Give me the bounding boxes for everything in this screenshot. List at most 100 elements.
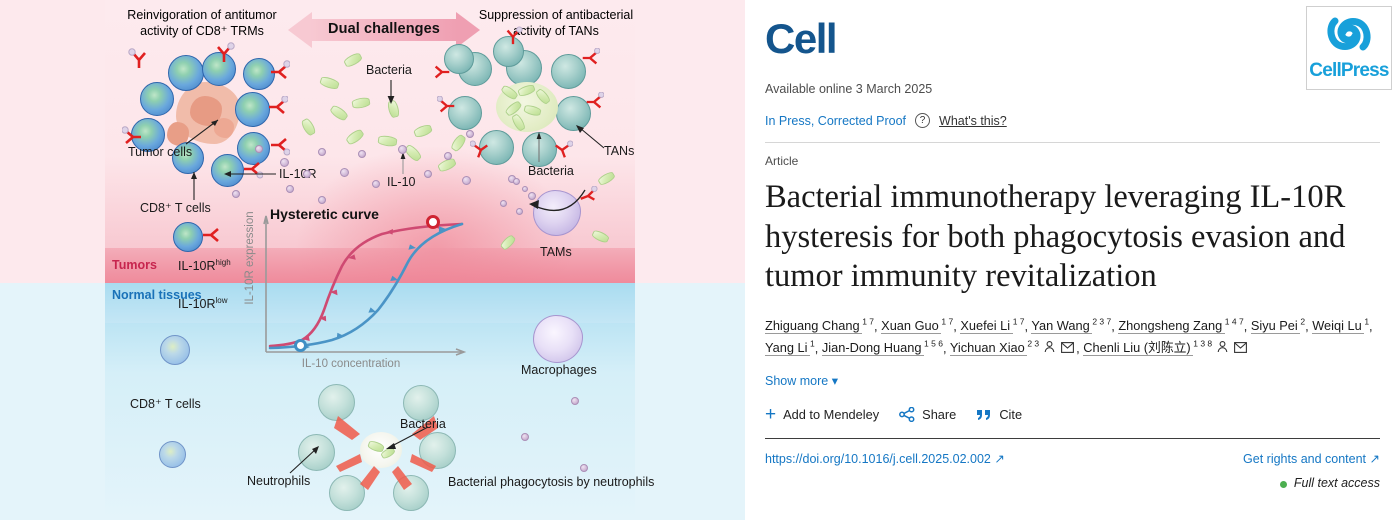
cite-label: Cite [999, 407, 1023, 423]
hysteretic-curve-chart: Hysteretic curve IL-10R expression IL-10… [236, 200, 480, 378]
show-more-label: Show more [765, 374, 829, 389]
tan-cell [444, 44, 474, 74]
author-name[interactable]: Xuan Guo [881, 318, 942, 335]
il10-molecule [462, 176, 471, 185]
author-name[interactable]: Zhongsheng Zang [1118, 318, 1225, 335]
author-entry[interactable]: Yichuan Xiao 2 3 [949, 339, 1076, 357]
normal-tissues-text: Normal tissues [112, 288, 202, 302]
doi-link[interactable]: https://doi.org/10.1016/j.cell.2025.02.0… [765, 451, 1005, 466]
il10-molecule [232, 190, 240, 198]
il10-molecule [286, 185, 294, 193]
il10-molecule [528, 192, 536, 200]
il10r-receptor-icon [506, 26, 523, 45]
bacteria-leader [387, 80, 395, 104]
help-icon[interactable]: ? [915, 113, 931, 128]
phagocytosis-caption: Bacterial phagocytosis by neutrophils [448, 475, 655, 489]
author-name[interactable]: Chenli Liu (刘陈立) [1083, 340, 1194, 357]
author-name[interactable]: Jian-Dong Huang [821, 340, 925, 357]
author-name[interactable]: Xuefei Li [960, 318, 1013, 335]
heading-right: Suppression of antibacterial activity of… [478, 8, 634, 38]
author-email-icon[interactable] [1234, 340, 1248, 355]
cite-button[interactable]: Cite [976, 407, 1022, 422]
author-separator: , [1076, 340, 1084, 356]
cd8-t-cell [202, 52, 236, 86]
il10r-receptor-icon [555, 140, 573, 158]
proof-status-row: In Press, Corrected Proof ? What's this? [765, 113, 1400, 128]
author-profile-icon[interactable] [1044, 340, 1055, 355]
cd8-t-cell [131, 118, 165, 152]
tan-cell [493, 36, 524, 67]
author-name[interactable]: Yichuan Xiao [949, 340, 1028, 357]
author-entry[interactable]: Chenli Liu (刘陈立) 1 3 8 [1083, 339, 1249, 357]
graphical-abstract: Reinvigoration of antitumor activity of … [0, 0, 745, 520]
il10-molecule [513, 178, 520, 185]
il10-molecule [280, 158, 289, 167]
neutrophils-label: Neutrophils [247, 474, 311, 488]
chart-plot [263, 215, 467, 356]
add-to-mendeley-button[interactable]: + Add to Mendeley [765, 405, 879, 424]
get-rights-link[interactable]: Get rights and content ↗ [1243, 451, 1380, 466]
il10r-receptor-icon [271, 138, 290, 156]
author-entry[interactable]: Siyu Pei 2 [1250, 317, 1305, 335]
article-type-label: Article [765, 154, 799, 168]
il10r-high-label: IL-10Rhigh [178, 258, 231, 273]
cellpress-logo[interactable]: CellPress [1306, 6, 1392, 90]
author-separator: , [1369, 318, 1373, 334]
divider [765, 142, 1380, 143]
dual-challenges-label: Dual challenges [328, 21, 440, 37]
il10-molecule [571, 397, 579, 405]
author-name[interactable]: Zhiguang Chang [765, 318, 863, 335]
author-name[interactable]: Yan Wang [1031, 318, 1093, 335]
high-state-marker [426, 215, 440, 229]
author-name[interactable]: Weiqi Lu [1312, 318, 1365, 335]
chart-title: Hysteretic curve [270, 206, 379, 222]
tans-leader [576, 125, 605, 149]
arrow-head-left [288, 12, 312, 48]
author-entry[interactable]: Xuan Guo 1 7 [881, 317, 953, 335]
show-more-button[interactable]: Show more ▾ [765, 373, 1400, 388]
phagocytosis-arrows [334, 416, 438, 490]
whats-this-link[interactable]: What's this? [939, 113, 1007, 128]
il10r-receptor-icon [470, 140, 488, 158]
author-entry[interactable]: Xuefei Li 1 7 [960, 316, 1025, 335]
action-bar: + Add to Mendeley Share Cite [765, 405, 1400, 424]
author-entry[interactable]: Zhongsheng Zang 1 4 7 [1118, 317, 1244, 335]
cell-journal-logo[interactable]: Cell [765, 15, 838, 62]
author-name[interactable]: Siyu Pei [1250, 318, 1301, 335]
author-entry[interactable]: Weiqi Lu 1 [1312, 317, 1369, 335]
page-title: Bacterial immunotherapy leveraging IL-10… [765, 179, 1346, 295]
share-button[interactable]: Share [899, 407, 956, 423]
author-name[interactable]: Yang Li [765, 340, 811, 357]
il10r-receptor-icon [434, 65, 450, 79]
author-entry[interactable]: Yan Wang 2 3 7 [1031, 317, 1111, 335]
author-separator: , [1111, 318, 1119, 334]
cd8-t-cell [237, 132, 270, 165]
tans-label: TANs [604, 144, 635, 158]
author-email-icon[interactable] [1061, 340, 1075, 355]
access-label: Full text access [1293, 476, 1380, 491]
macrophages-label: Macrophages [521, 363, 597, 377]
chevron-down-icon: ▾ [831, 374, 838, 389]
author-separator: , [953, 318, 961, 334]
article-header-panel: Cell CellPress Available online 3 March … [745, 0, 1400, 520]
cd8-t-cell [235, 92, 270, 127]
author-affiliation-sup: 1 7 [1012, 316, 1025, 327]
tam-uptake-arrow [529, 189, 586, 212]
il10r-receptor-icon [582, 48, 600, 65]
access-status: Full text access [765, 476, 1400, 490]
il10-molecule [522, 186, 528, 192]
cd8-t-cell [173, 222, 203, 252]
author-affiliation-sup: 1 5 6 [924, 339, 943, 350]
tumor-cells-leader [185, 119, 219, 145]
proof-status-link[interactable]: In Press, Corrected Proof [765, 113, 907, 128]
quote-icon [977, 409, 991, 420]
arrow-bar [310, 19, 458, 41]
author-entry[interactable]: Zhiguang Chang 1 7 [765, 317, 874, 335]
il10r-high-sup: high [215, 258, 231, 267]
add-to-mendeley-label: Add to Mendeley [783, 407, 880, 423]
author-entry[interactable]: Jian-Dong Huang 1 5 6 [821, 339, 943, 357]
author-entry[interactable]: Yang Li 1 [765, 339, 815, 357]
tumors-region-label: Tumors [112, 258, 157, 272]
author-profile-icon[interactable] [1217, 340, 1228, 355]
il10-molecule [466, 130, 474, 138]
